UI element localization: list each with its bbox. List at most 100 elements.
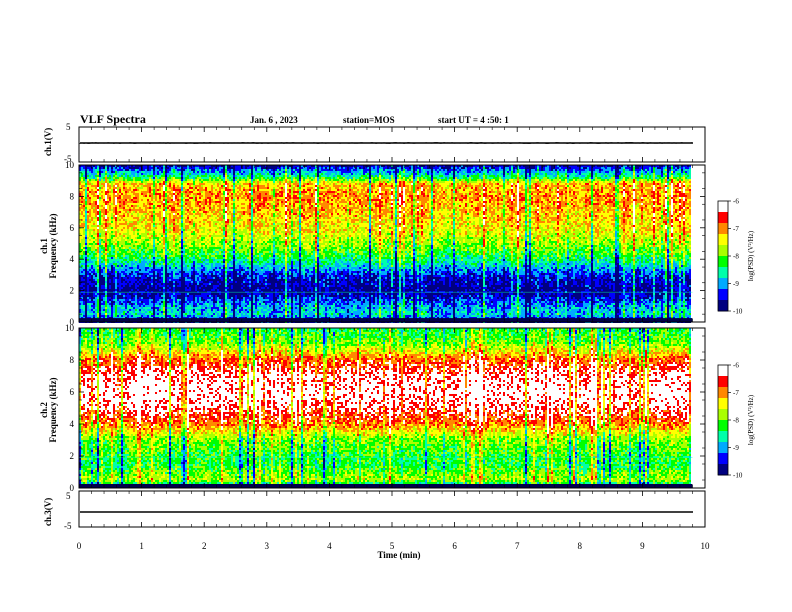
spectrogram-cell <box>85 201 87 203</box>
spectrogram-cell <box>81 205 83 207</box>
spectrogram-cell <box>83 181 85 183</box>
spectrogram-cell <box>89 255 91 257</box>
spectrogram-cell <box>97 311 99 313</box>
spectrogram-cell <box>99 169 101 171</box>
spectrogram-cell <box>85 217 87 219</box>
spectrogram-cell <box>85 239 87 241</box>
spectrogram-cell <box>99 205 101 207</box>
spectrogram-cell <box>91 241 93 243</box>
spectrogram-cell <box>91 285 93 287</box>
spectrogram-cell <box>83 277 85 279</box>
spectrogram-cell <box>97 301 99 303</box>
spectrogram-cell <box>93 265 95 267</box>
spectrogram-cell <box>97 283 99 285</box>
spectrogram-cell <box>81 273 83 275</box>
spectrogram-cell <box>99 193 101 195</box>
spectrogram-cell <box>83 193 85 195</box>
spectrogram-cell <box>87 207 89 209</box>
date-label: Jan. 6 , 2023 <box>250 115 298 125</box>
spectrogram-cell <box>91 209 93 211</box>
spectrogram-cell <box>99 211 101 213</box>
spectrogram-cell <box>91 197 93 199</box>
spectrogram-cell <box>89 307 91 309</box>
spectrogram-cell <box>81 249 83 251</box>
spectrogram-cell <box>89 223 91 225</box>
spectrogram-cell <box>85 187 87 189</box>
spectrogram-cell <box>85 257 87 259</box>
spectrogram-cell <box>89 217 91 219</box>
ch1-spectrogram-image <box>79 165 705 323</box>
spectrogram-cell <box>93 229 95 231</box>
spectrogram-cell <box>89 173 91 175</box>
spectrogram-cell <box>97 261 99 263</box>
spectrogram-cell <box>87 219 89 221</box>
spectrogram-cell <box>83 267 85 269</box>
spectrogram-cell <box>97 281 99 283</box>
spectrogram-cell <box>87 189 89 191</box>
spectrogram-cell <box>91 251 93 253</box>
start-time-label: start UT = 4 :50: 1 <box>438 115 509 125</box>
spectrogram-cell <box>81 253 83 255</box>
spectrogram-cell <box>85 183 87 185</box>
spectrogram-cell <box>99 181 101 183</box>
spectrogram-cell <box>89 245 91 247</box>
spectrogram-cell <box>95 171 97 173</box>
spectrogram-cell <box>83 303 85 305</box>
spectrogram-cell <box>83 299 85 301</box>
spectrogram-cell <box>95 237 97 239</box>
spectrogram-cell <box>93 247 95 249</box>
spectrogram-cell <box>93 289 95 291</box>
spectrogram-cell <box>89 203 91 205</box>
spectrogram-cell <box>95 209 97 211</box>
spectrogram-cell <box>87 185 89 187</box>
spectrogram-cell <box>83 225 85 227</box>
spectrogram-cell <box>97 309 99 311</box>
spectrogram-cell <box>91 275 93 277</box>
spectrogram-cell <box>97 267 99 269</box>
spectrogram-cell <box>81 225 83 227</box>
spectrogram-cell <box>91 207 93 209</box>
spectrogram-cell <box>93 211 95 213</box>
spectrogram-cell <box>89 265 91 267</box>
spectrogram-cell <box>91 193 93 195</box>
spectrogram-cell <box>83 233 85 235</box>
spectrogram-cell <box>97 277 99 279</box>
spectrogram-cell <box>91 271 93 273</box>
spectrogram-cell <box>93 189 95 191</box>
spectrogram-cell <box>85 191 87 193</box>
spectrogram-cell <box>85 311 87 313</box>
spectrogram-cell <box>81 215 83 217</box>
spectrogram-cell <box>85 253 87 255</box>
spectrogram-cell <box>97 193 99 195</box>
spectrogram-cell <box>85 199 87 201</box>
spectrogram-cell <box>87 209 89 211</box>
spectrogram-cell <box>87 299 89 301</box>
spectrogram-cell <box>81 243 83 245</box>
spectrogram-cell <box>95 311 97 313</box>
spectrogram-cell <box>97 183 99 185</box>
spectrogram-cell <box>93 185 95 187</box>
spectrogram-cell <box>89 285 91 287</box>
spectrogram-cell <box>93 171 95 173</box>
spectrogram-cell <box>83 167 85 169</box>
spectrogram-cell <box>91 211 93 213</box>
spectrogram-cell <box>91 279 93 281</box>
spectrogram-cell <box>97 241 99 243</box>
spectrogram-cell <box>99 231 101 233</box>
spectrogram-cell <box>81 257 83 259</box>
spectrogram-cell <box>93 227 95 229</box>
spectrogram-cell <box>95 169 97 171</box>
spectrogram-cell <box>95 273 97 275</box>
spectrogram-cell <box>81 229 83 231</box>
spectrogram-cell <box>93 173 95 175</box>
spectrogram-cell <box>85 189 87 191</box>
spectrogram-cell <box>97 225 99 227</box>
spectrogram-cell <box>93 249 95 251</box>
spectrogram-cell <box>87 195 89 197</box>
spectrogram-cell <box>99 221 101 223</box>
spectrogram-cell <box>97 251 99 253</box>
spectrogram-cell <box>83 231 85 233</box>
spectrogram-cell <box>81 305 83 307</box>
spectrogram-cell <box>83 187 85 189</box>
spectrogram-cell <box>91 229 93 231</box>
